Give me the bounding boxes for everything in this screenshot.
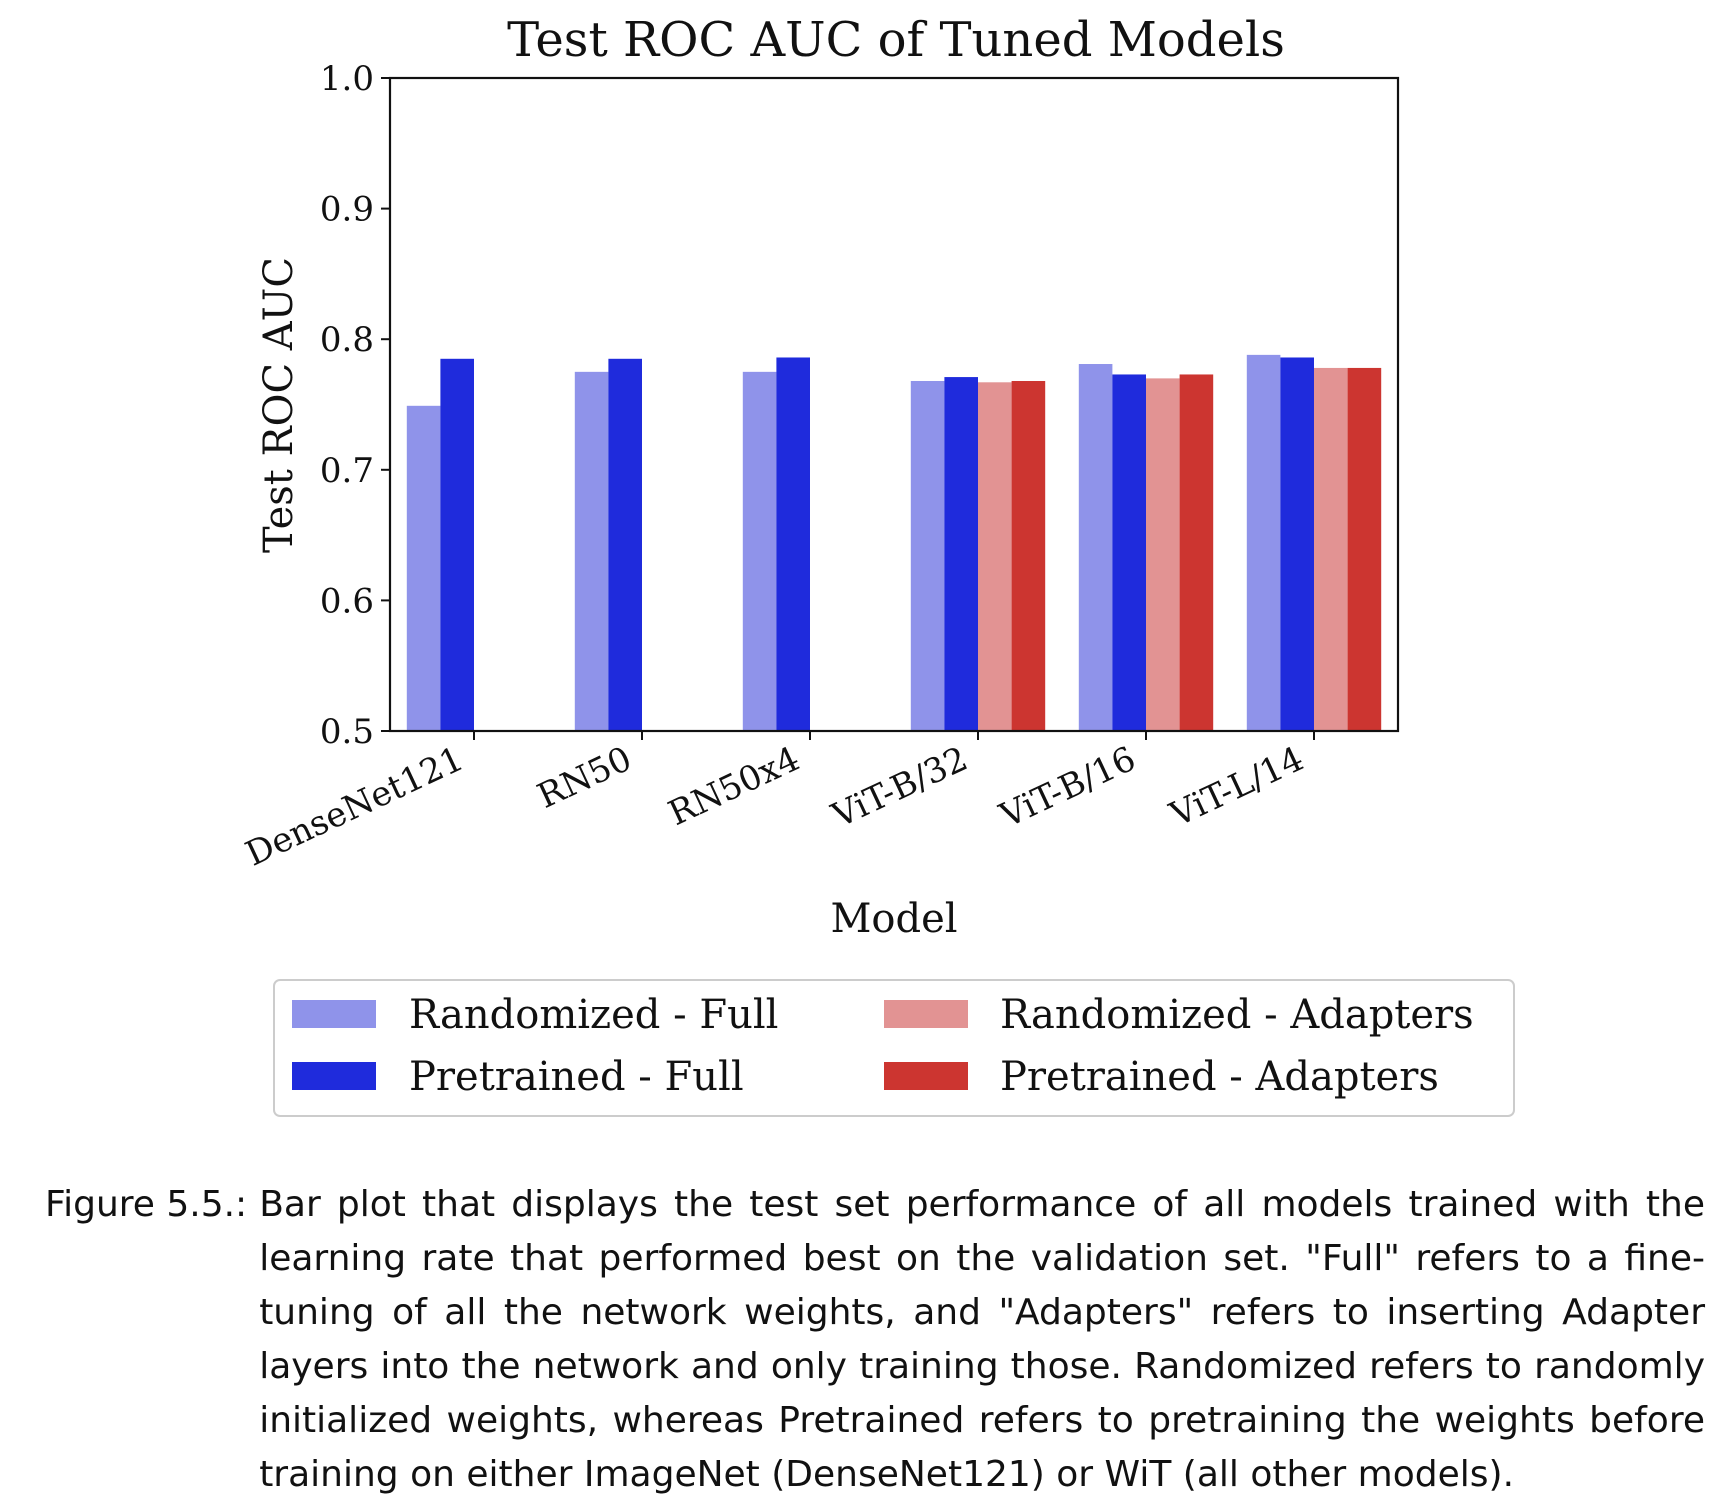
x-tick-label: ViT-B/32 [825, 739, 974, 837]
bar-vit-b-32-pretrained-adapters [1011, 380, 1046, 731]
bar-chart: Test ROC AUC of Tuned Models 0.50.60.70.… [240, 12, 1515, 1117]
x-axis-ticks: DenseNet121 RN50 RN50x4 ViT-B/32 ViT-B/16 ViT… [240, 731, 1315, 875]
y-tick-label: 0.8 [320, 320, 374, 360]
y-axis-label: Test ROC AUC [256, 257, 302, 553]
bar-vit-l-14-randomized-adapters [1314, 367, 1348, 731]
legend-swatch-pretrained-full [292, 1062, 376, 1090]
bar-vit-b-16-randomized-adapters [1146, 378, 1180, 731]
y-tick-label: 0.7 [320, 451, 374, 491]
y-tick-label: 0.5 [320, 712, 374, 752]
bar-vit-b-16-pretrained-adapters [1179, 374, 1214, 731]
legend-swatch-randomized-adapters [884, 1000, 968, 1028]
bar-vit-b-32-randomized-full [910, 380, 945, 731]
x-tick-label: ViT-B/16 [993, 739, 1142, 837]
legend-label-pretrained-adapters: Pretrained - Adapters [1000, 1054, 1439, 1100]
x-tick-label: RN50 [532, 739, 638, 817]
bar-rn50x4-pretrained-full [776, 357, 810, 731]
legend-swatch-randomized-full [292, 1000, 376, 1028]
bar-rn50-pretrained-full [608, 358, 642, 731]
bars-group [406, 354, 1382, 731]
bar-vit-b-16-randomized-full [1078, 364, 1113, 731]
legend-frame [273, 979, 1515, 1117]
y-axis-ticks: 0.5 0.6 0.7 0.8 0.9 1.0 [320, 59, 390, 752]
y-tick-label: 0.6 [320, 581, 374, 621]
legend-swatch-pretrained-adapters [884, 1062, 968, 1090]
legend-label-randomized-adapters: Randomized - Adapters [1000, 992, 1474, 1038]
y-tick-label: 0.9 [320, 190, 374, 230]
bar-vit-l-14-randomized-full [1246, 354, 1281, 731]
caption-label: Figure 5.5.: [45, 1184, 248, 1225]
bar-vit-l-14-pretrained-full [1280, 357, 1314, 731]
plot-frame [388, 76, 1400, 733]
legend-label-pretrained-full: Pretrained - Full [409, 1054, 744, 1100]
bar-vit-b-32-randomized-adapters [978, 382, 1012, 731]
bar-densenet121-randomized-full [406, 405, 441, 731]
bar-vit-b-32-pretrained-full [944, 377, 978, 731]
chart-title: Test ROC AUC of Tuned Models [507, 12, 1285, 68]
y-tick-label: 1.0 [320, 59, 374, 99]
bar-vit-b-16-pretrained-full [1112, 374, 1146, 731]
bar-rn50-randomized-full [574, 371, 609, 731]
bar-rn50x4-randomized-full [742, 371, 777, 731]
caption-text: Bar plot that displays the test set perf… [259, 1184, 1705, 1495]
figure-caption: Figure 5.5.: Bar plot that displays the … [45, 1178, 1705, 1502]
x-tick-label: RN50x4 [663, 739, 806, 834]
x-axis-label: Model [830, 896, 957, 942]
x-tick-label: ViT-L/14 [1163, 739, 1309, 836]
bar-densenet121-pretrained-full [440, 358, 474, 731]
legend-label-randomized-full: Randomized - Full [409, 992, 778, 1038]
x-tick-label: DenseNet121 [240, 739, 470, 875]
bar-vit-l-14-pretrained-adapters [1347, 367, 1382, 731]
legend: Randomized - Full Pretrained - Full Rand… [273, 979, 1515, 1117]
